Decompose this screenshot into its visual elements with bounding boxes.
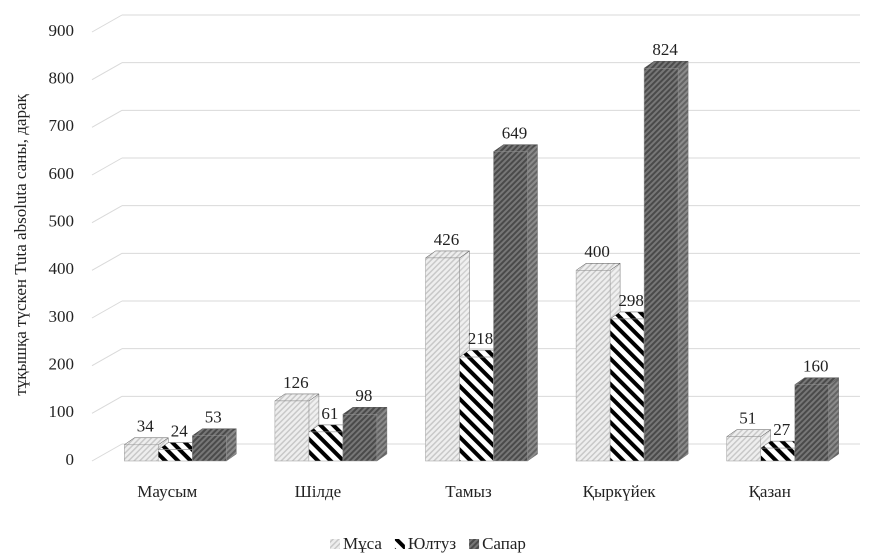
x-tick-label: Маусым: [137, 482, 197, 501]
y-tick-label: 900: [49, 21, 75, 40]
legend-swatch: [469, 539, 480, 549]
value-label: 27: [773, 420, 791, 439]
y-tick-label: 200: [49, 355, 75, 374]
value-label: 126: [283, 373, 309, 392]
value-label: 51: [739, 409, 756, 428]
bar: [124, 444, 159, 462]
x-tick-label: Шілде: [295, 482, 342, 501]
bar: [274, 400, 310, 462]
bar: [609, 318, 645, 462]
bar: [643, 67, 679, 462]
grid-line-side: [91, 395, 123, 414]
value-label: 61: [321, 404, 338, 423]
bar-side: [677, 60, 689, 462]
grid-line-side: [91, 62, 123, 81]
y-tick-label: 700: [49, 116, 75, 135]
grid-line-side: [91, 348, 123, 367]
bar-side: [828, 377, 839, 462]
grid-line-side: [91, 300, 123, 319]
y-tick-label: 300: [49, 307, 75, 326]
y-tick-label: 100: [49, 402, 75, 421]
y-axis-label: тұқышқа түскен Tuta absoluta саны, дарақ: [11, 94, 30, 396]
bar: [794, 384, 829, 462]
x-tick-label: Тамыз: [445, 482, 492, 501]
grid-line-side: [91, 443, 123, 462]
bar: [459, 356, 494, 462]
legend-label: Юлтуз: [408, 534, 456, 553]
legend-swatch: [394, 539, 405, 549]
value-label: 98: [355, 386, 372, 405]
value-label: 426: [434, 230, 460, 249]
y-tick-label: 500: [49, 212, 75, 231]
y-tick-label: 800: [49, 69, 75, 88]
bar: [308, 431, 344, 462]
grid-line-side: [91, 252, 123, 271]
bar: [192, 435, 227, 462]
bar: [425, 257, 460, 462]
bar-side: [376, 406, 388, 462]
value-label: 649: [502, 124, 528, 143]
value-label: 160: [803, 357, 829, 376]
grid-line-side: [91, 157, 123, 176]
value-label: 24: [171, 421, 189, 440]
legend-swatch: [330, 539, 340, 549]
value-label: 824: [652, 40, 678, 59]
bar: [158, 449, 193, 462]
value-label: 218: [468, 329, 494, 348]
bar: [493, 151, 528, 462]
legend-label: Мұса: [343, 534, 382, 553]
grid-line-side: [91, 205, 123, 224]
bar: [726, 436, 761, 462]
x-tick-label: Қазан: [749, 482, 791, 501]
x-tick-label: Қыркүйек: [583, 482, 657, 501]
bar: [575, 270, 611, 462]
bar: [342, 414, 378, 462]
legend-label: Сапар: [482, 534, 526, 553]
value-label: 53: [205, 408, 222, 427]
value-label: 34: [137, 417, 155, 436]
grid-line-side: [91, 109, 123, 128]
value-label: 298: [618, 291, 644, 310]
grid-line-side: [91, 14, 123, 33]
bar-side: [527, 144, 538, 462]
bar: [760, 447, 795, 462]
y-tick-label: 0: [66, 450, 75, 469]
y-tick-label: 600: [49, 164, 75, 183]
y-tick-label: 400: [49, 259, 75, 278]
value-label: 400: [584, 242, 610, 261]
